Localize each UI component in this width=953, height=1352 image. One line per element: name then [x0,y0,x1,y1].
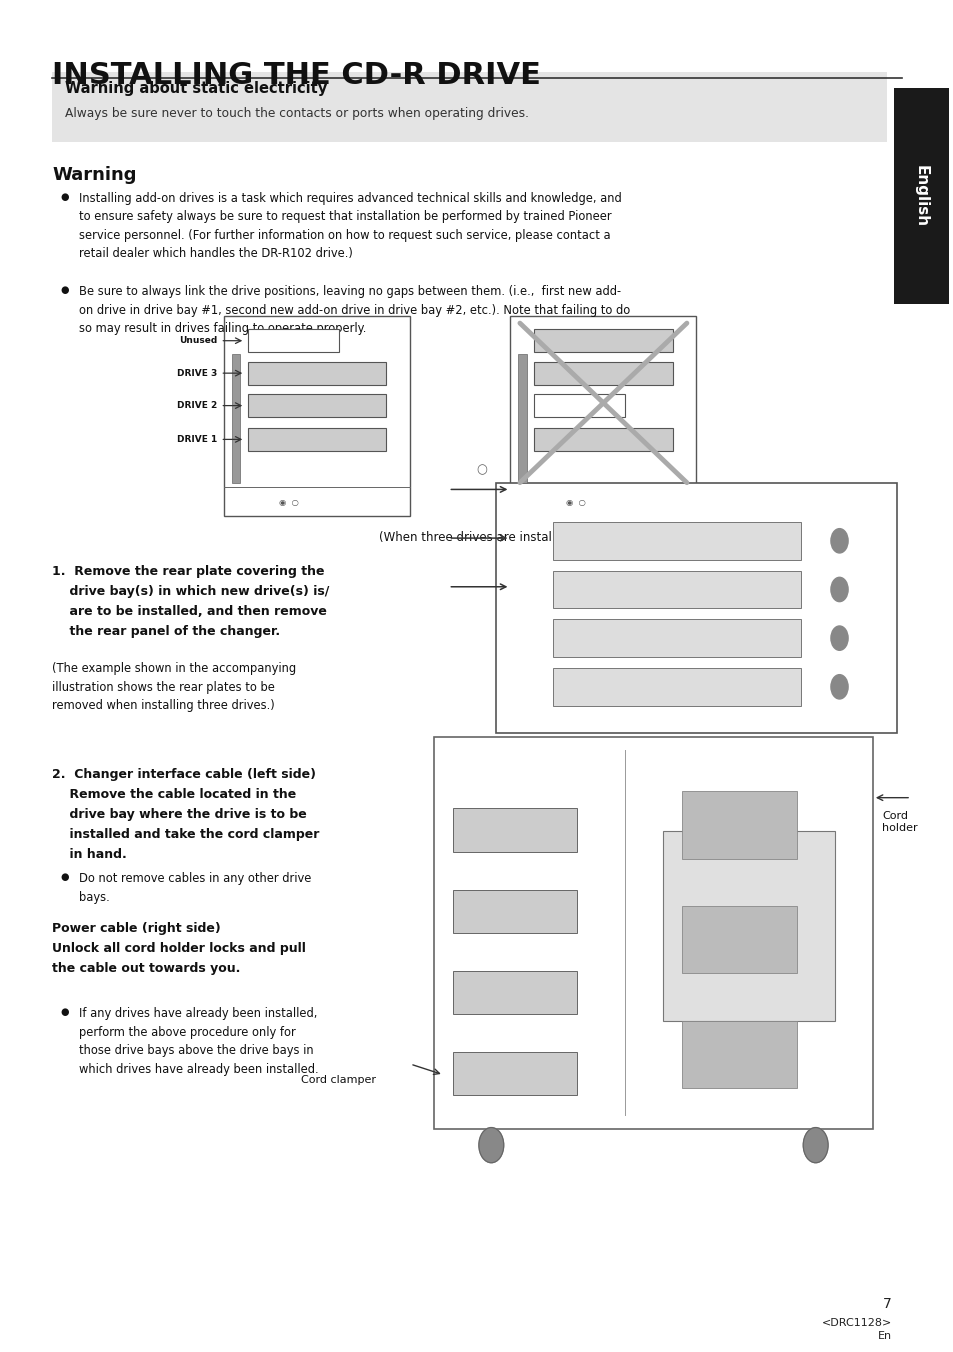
Text: Cord
holder: Cord holder [882,811,917,833]
Text: ○: ○ [476,462,487,476]
Text: (When three drives are installed): (When three drives are installed) [378,531,575,545]
Circle shape [830,577,847,602]
FancyBboxPatch shape [232,354,240,483]
Text: Always be sure never to touch the contacts or ports when operating drives.: Always be sure never to touch the contac… [65,107,528,120]
FancyBboxPatch shape [52,72,886,142]
FancyBboxPatch shape [893,88,948,304]
FancyBboxPatch shape [510,316,696,516]
FancyBboxPatch shape [553,571,801,608]
FancyBboxPatch shape [662,831,834,1021]
Text: Installing add-on drives is a task which requires advanced technical skills and : Installing add-on drives is a task which… [79,192,621,261]
Text: DRIVE 3: DRIVE 3 [177,369,217,377]
Circle shape [478,1128,503,1163]
Text: (The example shown in the accompanying
illustration shows the rear plates to be
: (The example shown in the accompanying i… [52,662,296,713]
Text: If any drives have already been installed,
perform the above procedure only for
: If any drives have already been installe… [79,1007,318,1076]
Text: Cord clamper: Cord clamper [300,1075,375,1084]
FancyBboxPatch shape [553,619,801,657]
Text: English: English [913,165,928,227]
Text: Warning: Warning [52,166,137,184]
FancyBboxPatch shape [453,808,577,852]
Text: ◉  ○: ◉ ○ [565,499,585,507]
Circle shape [830,626,847,650]
Text: 1.  Remove the rear plate covering the
    drive bay(s) in which new drive(s) is: 1. Remove the rear plate covering the dr… [52,565,330,638]
FancyBboxPatch shape [534,395,624,416]
Text: Be sure to always link the drive positions, leaving no gaps between them. (i.e.,: Be sure to always link the drive positio… [79,285,630,335]
FancyBboxPatch shape [248,329,338,352]
Circle shape [830,675,847,699]
Text: DRIVE 1: DRIVE 1 [177,435,217,443]
FancyBboxPatch shape [224,316,410,516]
Text: <DRC1128>: <DRC1128> [821,1318,891,1328]
FancyBboxPatch shape [248,395,386,416]
FancyBboxPatch shape [517,354,526,483]
Text: Unused: Unused [179,337,217,345]
Text: ●: ● [60,872,69,882]
FancyBboxPatch shape [453,890,577,933]
Circle shape [802,1128,827,1163]
Text: Do not remove cables in any other drive
bays.: Do not remove cables in any other drive … [79,872,312,903]
FancyBboxPatch shape [681,791,796,859]
FancyBboxPatch shape [534,329,672,352]
Text: ●: ● [60,285,69,295]
FancyBboxPatch shape [453,971,577,1014]
FancyBboxPatch shape [681,1021,796,1088]
Text: ◉  ○: ◉ ○ [279,499,299,507]
FancyBboxPatch shape [248,427,386,450]
FancyBboxPatch shape [553,522,801,560]
Text: Power cable (right side)
Unlock all cord holder locks and pull
the cable out tow: Power cable (right side) Unlock all cord… [52,922,306,975]
Text: Warning about static electricity: Warning about static electricity [65,81,327,96]
Circle shape [830,529,847,553]
Text: ●: ● [60,1007,69,1017]
Text: En: En [877,1332,891,1341]
FancyBboxPatch shape [248,361,386,384]
Text: ●: ● [60,192,69,201]
FancyBboxPatch shape [434,737,872,1129]
Text: 7: 7 [882,1298,891,1311]
FancyBboxPatch shape [553,668,801,706]
FancyBboxPatch shape [681,906,796,973]
FancyBboxPatch shape [534,427,672,450]
FancyBboxPatch shape [496,483,896,733]
Text: 2.  Changer interface cable (left side)
    Remove the cable located in the
    : 2. Changer interface cable (left side) R… [52,768,319,861]
FancyBboxPatch shape [534,361,672,384]
Text: INSTALLING THE CD-R DRIVE: INSTALLING THE CD-R DRIVE [52,61,540,89]
Text: DRIVE 2: DRIVE 2 [177,402,217,410]
FancyBboxPatch shape [453,1052,577,1095]
